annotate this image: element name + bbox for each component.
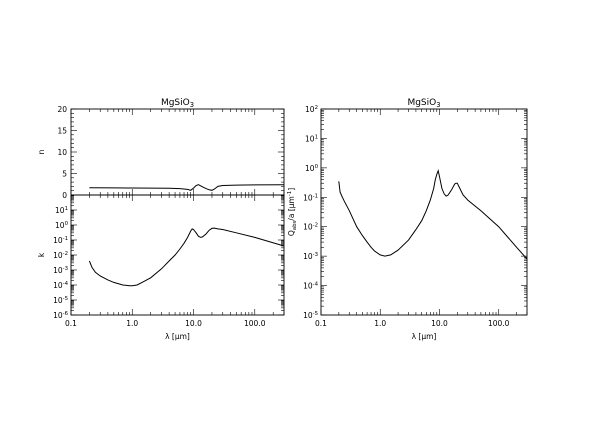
y-tick-label: 10-3: [53, 266, 68, 275]
y-tick-label: 20: [57, 105, 67, 114]
x-tick-label: 10.0: [431, 319, 448, 328]
y-axis-label: Qabs/a [μm-1]: [287, 188, 298, 236]
y-tick-label: 10-5: [303, 311, 318, 320]
y-tick-label: 101: [55, 206, 68, 215]
absorption-efficiency-panel: 0.1 1.0 10.0 100.0 102 101 100 10-1 10-2 10-3 10-4…: [287, 98, 528, 341]
y-tick-label: 100: [305, 164, 319, 173]
y-tick-label: 10-4: [53, 281, 68, 290]
data-series-line: [88, 227, 285, 287]
refractive-index-n-panel: 0 5 10 15 20 MgSiO3 n: [37, 98, 285, 200]
y-tick-label: 10-6: [53, 311, 68, 320]
y-tick-label: 10-1: [53, 236, 68, 245]
y-tick-label: 10-2: [53, 251, 68, 260]
x-tick-label: 1.0: [126, 319, 138, 328]
x-tick-label: 1.0: [374, 319, 386, 328]
plot-frame: [70, 108, 285, 196]
y-tick-label: 5: [62, 170, 67, 179]
y-tick-label: 10-2: [303, 223, 318, 232]
x-tick-label: 100.0: [488, 319, 510, 328]
x-tick-label: 0.1: [65, 319, 77, 328]
x-tick-label: 0.1: [315, 319, 327, 328]
x-axis-label: λ [μm]: [412, 332, 437, 341]
y-tick-label: 0: [62, 191, 67, 200]
y-tick-label: 101: [305, 134, 318, 143]
y-axis-label: n: [37, 149, 46, 154]
extinction-coefficient-k-panel: 0.1 1.0 10.0 100.0 101 100 10-1 10-2 10-3 10-4 10-…: [37, 194, 285, 341]
plot-frame: [70, 194, 285, 316]
data-series-line: [338, 168, 528, 260]
plot-frame: [320, 108, 528, 316]
y-tick-label: 102: [305, 105, 318, 114]
y-tick-label: 10-4: [303, 282, 318, 291]
y-axis-label: k: [37, 252, 46, 257]
chart-title: MgSiO3: [407, 98, 440, 109]
x-tick-label: 100.0: [244, 319, 266, 328]
data-series-line: [89, 184, 285, 191]
y-tick-label: 10-5: [53, 296, 68, 305]
x-tick-label: 10.0: [185, 319, 202, 328]
x-axis-label: λ [μm]: [165, 332, 190, 341]
y-tick-label: 10-3: [303, 252, 318, 261]
y-tick-label: 100: [55, 221, 69, 230]
chart-title: MgSiO3: [161, 98, 194, 109]
y-tick-label: 10-1: [303, 193, 318, 202]
y-tick-label: 10: [57, 148, 67, 157]
y-tick-label: 15: [57, 127, 67, 136]
